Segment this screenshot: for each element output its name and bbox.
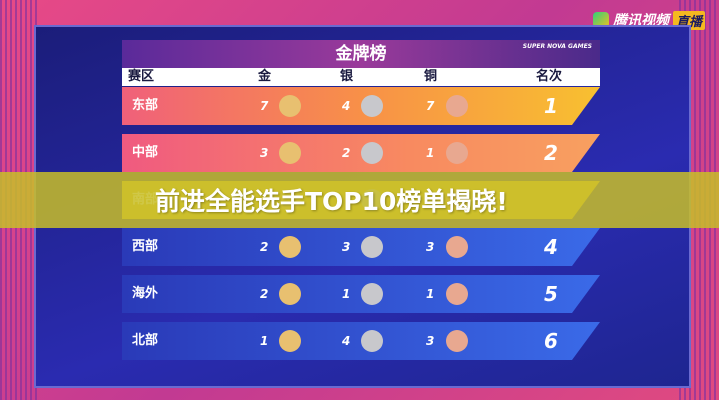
header-bronze: 铜: [424, 69, 438, 84]
header-silver: 银: [340, 69, 354, 84]
caption-text: 前进全能选手TOP10榜单揭晓!: [155, 187, 508, 216]
bronze-medal-icon: [446, 142, 468, 164]
silver-medal-icon: [361, 142, 383, 164]
header-gold: 金: [258, 69, 272, 84]
gold-medal-icon: [279, 95, 301, 117]
table-row: 中部 3 2 1 2: [122, 134, 600, 172]
silver-medal-icon: [361, 283, 383, 305]
gold-count: 3: [260, 146, 269, 160]
silver-count: 4: [342, 99, 351, 113]
region-name: 西部: [132, 239, 159, 254]
table-row: 西部 2 3 3 4: [122, 228, 600, 266]
rank-number: 1: [544, 94, 558, 118]
rank-number: 2: [544, 141, 558, 165]
gold-count: 2: [260, 240, 269, 254]
rank-number: 5: [544, 282, 558, 306]
gold-count: 2: [260, 287, 269, 301]
table-row: 海外 2 1 1 5: [122, 275, 600, 313]
gold-count: 1: [260, 334, 269, 348]
bronze-medal-icon: [446, 236, 468, 258]
silver-count: 3: [342, 240, 351, 254]
gold-medal-icon: [279, 236, 301, 258]
silver-count: 1: [342, 287, 351, 301]
bronze-medal-icon: [446, 95, 468, 117]
header-region: 赛区: [128, 69, 155, 84]
gold-medal-icon: [279, 142, 301, 164]
table-header: 赛区 金 银 铜 名次: [122, 68, 600, 86]
silver-medal-icon: [361, 330, 383, 352]
gold-medal-icon: [279, 330, 301, 352]
table-row: 东部 7 4 7 1: [122, 87, 600, 125]
bronze-count: 3: [426, 240, 435, 254]
region-name: 中部: [132, 145, 159, 160]
rank-number: 6: [544, 329, 558, 353]
bronze-count: 1: [426, 146, 435, 160]
silver-medal-icon: [361, 236, 383, 258]
silver-count: 4: [342, 334, 351, 348]
gold-medal-icon: [279, 283, 301, 305]
header-rank: 名次: [536, 69, 563, 84]
board-title: 金牌榜 SUPER NOVA GAMES: [122, 40, 600, 68]
play-icon: [592, 12, 609, 28]
bronze-count: 3: [426, 334, 435, 348]
gold-count: 7: [260, 99, 269, 113]
bronze-medal-icon: [446, 283, 468, 305]
silver-count: 2: [342, 146, 351, 160]
brand-logo: SUPER NOVA GAMES: [522, 43, 592, 50]
caption-banner: [0, 172, 719, 228]
board-title-text: 金牌榜: [335, 44, 387, 64]
region-name: 北部: [132, 333, 159, 348]
silver-medal-icon: [361, 95, 383, 117]
bronze-count: 1: [426, 287, 435, 301]
table-row: 北部 1 4 3 6: [122, 322, 600, 360]
bronze-count: 7: [426, 99, 435, 113]
region-name: 东部: [132, 98, 159, 113]
region-name: 海外: [132, 286, 159, 301]
bronze-medal-icon: [446, 330, 468, 352]
rank-number: 4: [544, 235, 558, 259]
